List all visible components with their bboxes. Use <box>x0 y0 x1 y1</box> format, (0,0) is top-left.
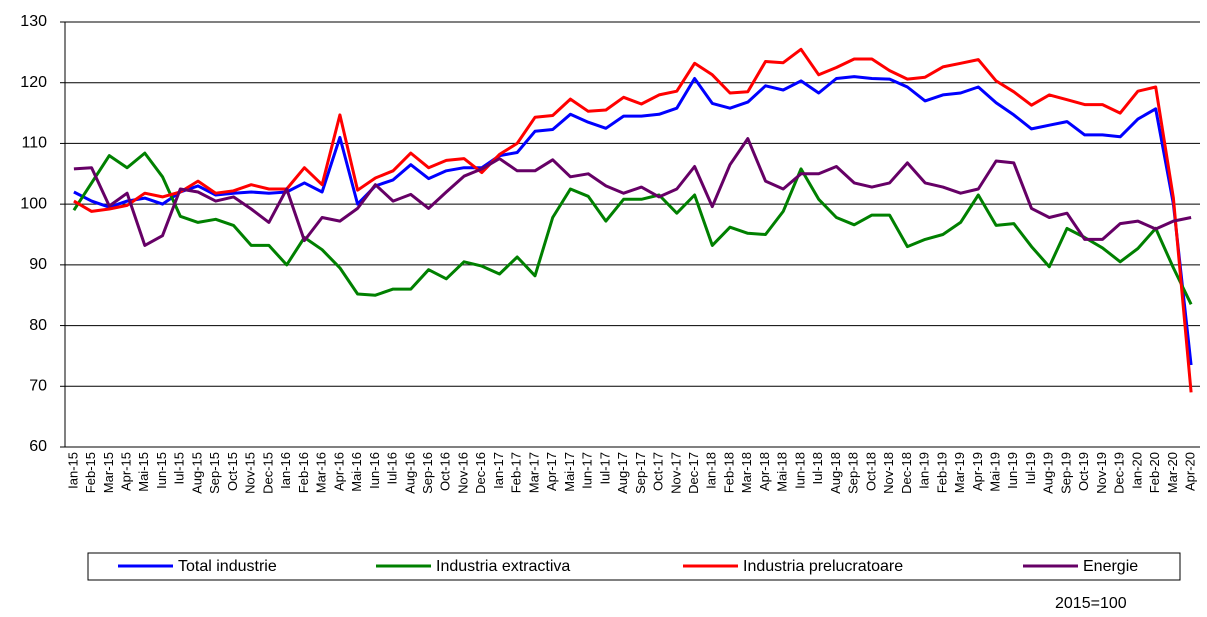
x-tick-label: Dec-18 <box>899 452 914 494</box>
x-tick-label: Iun-16 <box>367 452 382 489</box>
series-line <box>72 151 1193 305</box>
x-tick-label: Ian-17 <box>491 452 506 489</box>
x-tick-label: Feb-16 <box>296 452 311 493</box>
x-tick-label: Aug-18 <box>828 452 843 494</box>
x-tick-label: Feb-20 <box>1147 452 1162 493</box>
x-tick-label: Apr-18 <box>757 452 772 491</box>
x-tick-label: Mar-16 <box>314 452 329 493</box>
series-line <box>73 47 1193 393</box>
x-tick-label: Nov-19 <box>1094 452 1109 494</box>
x-tick-label: Iul-18 <box>810 452 825 485</box>
y-tick-label: 100 <box>20 195 47 212</box>
y-tick-label: 110 <box>21 135 47 152</box>
x-tick-label: Nov-18 <box>881 452 896 494</box>
legend-label: Industria extractiva <box>436 558 570 575</box>
y-tick-label: 120 <box>20 74 47 91</box>
x-tick-label: Aug-15 <box>189 452 204 494</box>
x-tick-label: Iul-15 <box>172 452 187 485</box>
x-tick-label: Sep-16 <box>420 452 435 494</box>
y-tick-label: 90 <box>29 256 47 273</box>
x-tick-label: Apr-16 <box>331 452 346 491</box>
x-tick-label: Apr-19 <box>970 452 985 491</box>
x-tick-label: Sep-19 <box>1058 452 1073 494</box>
x-tick-label: Apr-20 <box>1183 452 1198 491</box>
x-tick-label: Apr-15 <box>119 452 134 491</box>
x-tick-label: Iun-18 <box>792 452 807 489</box>
x-tick-label: Dec-17 <box>686 452 701 494</box>
x-tick-label: Mai-19 <box>987 452 1002 492</box>
x-tick-label: Mai-18 <box>775 452 790 492</box>
x-tick-label: Mai-15 <box>136 452 151 492</box>
x-tick-label: Aug-19 <box>1041 452 1056 494</box>
x-tick-label: Mar-20 <box>1165 452 1180 493</box>
x-tick-label: Sep-15 <box>207 452 222 494</box>
legend-label: Energie <box>1083 558 1138 575</box>
x-tick-label: Iul-17 <box>597 452 612 485</box>
x-tick-label: Ian-18 <box>704 452 719 489</box>
x-tick-label: Mar-19 <box>952 452 967 493</box>
legend-box <box>87 552 1181 581</box>
x-tick-label: Mar-18 <box>739 452 754 493</box>
x-tick-label: Sep-17 <box>633 452 648 494</box>
x-tick-label: Ian-15 <box>65 452 80 489</box>
x-tick-label: Dec-16 <box>473 452 488 494</box>
x-tick-label: Apr-17 <box>544 452 559 491</box>
y-tick-label: 130 <box>20 13 47 30</box>
x-tick-label: Iun-15 <box>154 452 169 489</box>
y-tick-label: 80 <box>29 317 47 334</box>
x-tick-label: Sep-18 <box>846 452 861 494</box>
x-tick-label: Oct-17 <box>651 452 666 491</box>
x-tick-label: Dec-19 <box>1112 452 1127 494</box>
y-tick-label: 70 <box>29 378 47 395</box>
x-tick-label: Feb-19 <box>934 452 949 493</box>
series-line <box>73 137 1192 247</box>
x-tick-label: Mai-17 <box>562 452 577 492</box>
series-line <box>73 75 1193 366</box>
x-tick-label: Feb-17 <box>509 452 524 493</box>
x-tick-label: Oct-16 <box>438 452 453 491</box>
x-tick-label: Oct-15 <box>225 452 240 491</box>
x-tick-label: Dec-15 <box>260 452 275 494</box>
x-tick-label: Iun-19 <box>1005 452 1020 489</box>
legend-label: Total industrie <box>178 558 277 575</box>
x-tick-label: Aug-17 <box>615 452 630 494</box>
x-tick-label: Nov-17 <box>668 452 683 494</box>
annotation: 2015=100 <box>1055 595 1127 612</box>
x-tick-label: Mar-15 <box>101 452 116 493</box>
y-tick-label: 60 <box>29 438 47 455</box>
legend-label: Industria prelucratoare <box>743 558 903 575</box>
x-tick-label: Feb-15 <box>83 452 98 493</box>
x-tick-label: Iul-19 <box>1023 452 1038 485</box>
x-tick-label: Ian-19 <box>917 452 932 489</box>
x-tick-label: Mai-16 <box>349 452 364 492</box>
x-tick-label: Ian-16 <box>278 452 293 489</box>
x-tick-label: Nov-16 <box>455 452 470 494</box>
x-tick-label: Oct-18 <box>863 452 878 491</box>
x-tick-label: Mar-17 <box>526 452 541 493</box>
x-tick-label: Oct-19 <box>1076 452 1091 491</box>
x-tick-label: Aug-16 <box>402 452 417 494</box>
x-tick-label: Nov-15 <box>243 452 258 494</box>
x-tick-label: Feb-18 <box>721 452 736 493</box>
x-tick-label: Ian-20 <box>1129 452 1144 489</box>
x-tick-label: Iun-17 <box>580 452 595 489</box>
x-tick-label: Iul-16 <box>385 452 400 485</box>
